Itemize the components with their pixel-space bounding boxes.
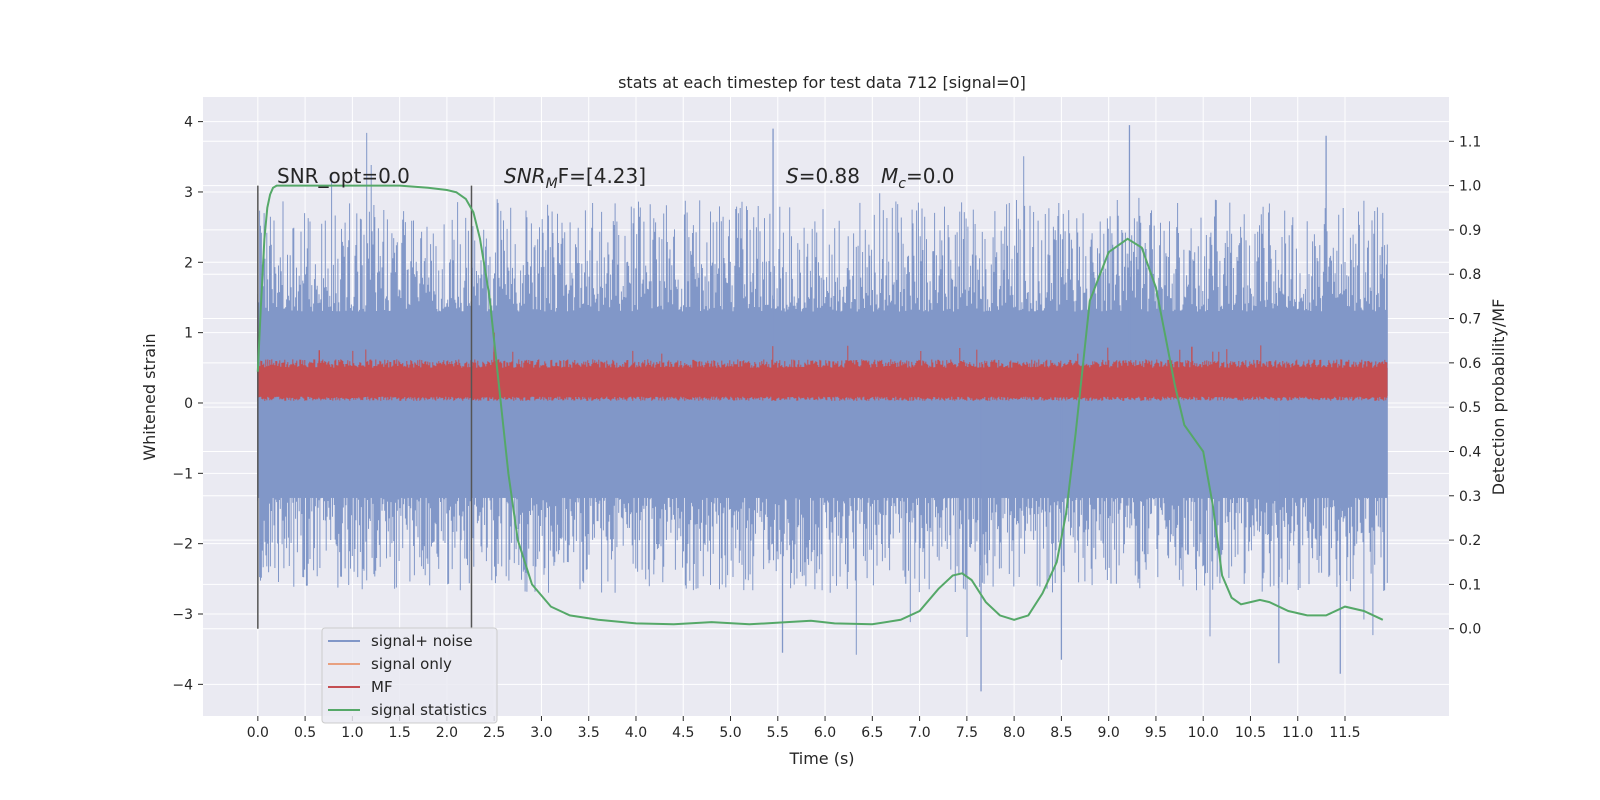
legend-box	[321, 627, 498, 724]
right-y-tick-label: 0.7	[1459, 312, 1481, 328]
x-tick-label: 9.5	[1145, 725, 1167, 741]
y-tick-label: 0	[184, 396, 193, 412]
right-y-tick-label: 0.1	[1459, 577, 1481, 593]
right-y-tick-label: 0.2	[1459, 533, 1481, 549]
legend-label-mf: MF	[371, 678, 393, 696]
annotation-snr-opt: SNR_opt=0.0	[277, 164, 410, 188]
x-tick-label: 2.5	[483, 725, 505, 741]
vertical-markers	[257, 185, 473, 629]
right-y-tick-label: 0.0	[1459, 622, 1481, 638]
x-tick-label: 6.5	[861, 725, 883, 741]
x-tick-label: 7.5	[956, 725, 978, 741]
x-tick-label: 11.5	[1329, 725, 1360, 741]
annotation-s: S=0.88	[786, 164, 860, 188]
y-tick-label: −3	[172, 607, 193, 623]
x-tick-label: 7.0	[908, 725, 930, 741]
right-y-axis-ticks: 0.0 0.1 0.2 0.3 0.4 0.5 0.6 0.7 0.8 0.9 1.0 1.1	[1449, 134, 1481, 638]
signal-statistics-line	[256, 184, 1384, 626]
y-axis-label: Whitened strain	[140, 333, 159, 460]
y-tick-label: −4	[172, 677, 193, 693]
right-y-tick-label: 0.8	[1459, 267, 1481, 283]
x-tick-label: 5.0	[719, 725, 741, 741]
x-tick-label: 10.5	[1235, 725, 1266, 741]
x-tick-label: 4.0	[625, 725, 647, 741]
x-tick-label: 3.0	[530, 725, 552, 741]
x-tick-label: 2.0	[436, 725, 458, 741]
annotation-mc: Mc=0.0	[881, 164, 955, 192]
right-y-axis-label: Detection probability/MF	[1489, 299, 1508, 496]
chart-title: stats at each timestep for test data 712…	[618, 73, 1026, 92]
annotation-snr-mf: SNRMF=[4.23]	[504, 164, 646, 192]
x-tick-label: 9.0	[1098, 725, 1120, 741]
x-tick-label: 8.5	[1050, 725, 1072, 741]
right-y-tick-label: 0.9	[1459, 223, 1481, 239]
y-tick-label: −2	[172, 537, 193, 553]
signal-noise-series	[257, 125, 1388, 692]
right-y-tick-label: 0.5	[1459, 400, 1481, 416]
y-axis-ticks: −4 −3 −2 −1 0 1 2 3 4	[172, 115, 203, 693]
x-axis-ticks: 0.0 0.5 1.0 1.5 2.0 2.5 3.0 3.5 4.0 4.5 5.0 5.5 6.0 6…	[247, 716, 1361, 741]
x-tick-label: 1.5	[389, 725, 411, 741]
x-tick-label: 11.0	[1282, 725, 1313, 741]
x-tick-label: 6.0	[814, 725, 836, 741]
right-y-tick-label: 1.0	[1459, 179, 1481, 195]
y-tick-label: 1	[184, 326, 193, 342]
x-tick-label: 1.0	[341, 725, 363, 741]
x-tick-label: 10.0	[1188, 725, 1219, 741]
right-y-tick-label: 0.4	[1459, 444, 1481, 460]
x-axis-label: Time (s)	[788, 749, 854, 768]
legend: signal+ noise signal only MF signal stat…	[321, 627, 498, 724]
y-tick-label: −1	[172, 466, 193, 482]
mf-series	[257, 332, 1388, 401]
y-tick-label: 3	[184, 185, 193, 201]
x-tick-label: 5.5	[767, 725, 789, 741]
x-tick-label: 8.0	[1003, 725, 1025, 741]
legend-label-signal-statistics: signal statistics	[371, 701, 487, 719]
y-tick-label: 2	[184, 255, 193, 271]
y-tick-label: 4	[184, 115, 193, 131]
x-tick-label: 3.5	[578, 725, 600, 741]
x-tick-label: 0.5	[294, 725, 316, 741]
legend-label-signal-noise: signal+ noise	[371, 632, 473, 650]
right-y-tick-label: 1.1	[1459, 134, 1481, 150]
legend-label-signal-only: signal only	[371, 655, 452, 673]
x-tick-label: 0.0	[247, 725, 269, 741]
right-y-tick-label: 0.6	[1459, 356, 1481, 372]
signal-statistics-series	[256, 184, 1384, 626]
right-y-tick-label: 0.3	[1459, 489, 1481, 505]
x-tick-label: 4.5	[672, 725, 694, 741]
